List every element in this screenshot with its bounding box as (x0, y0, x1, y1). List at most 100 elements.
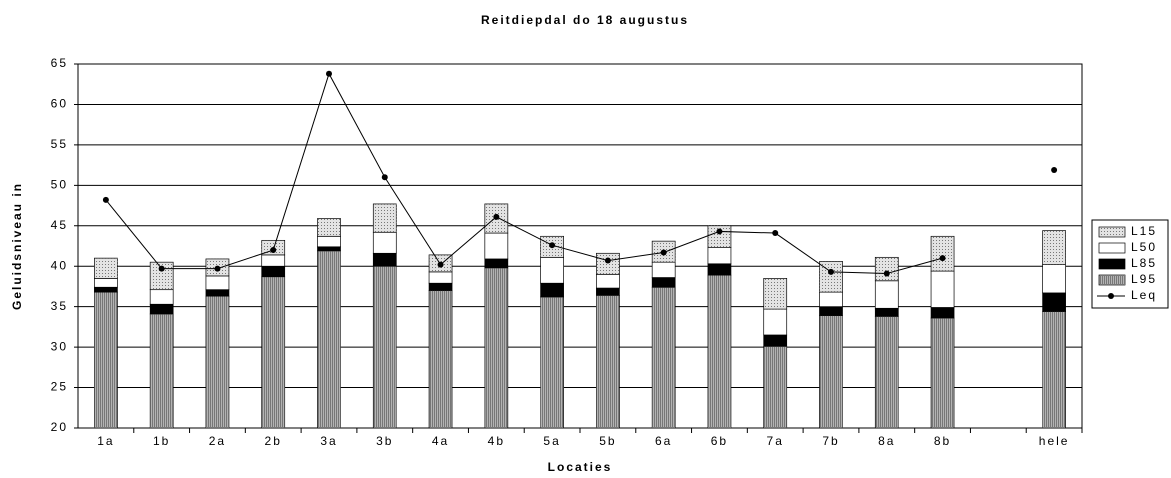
x-tick-label: 4b (488, 434, 505, 448)
bar-pattern (763, 278, 787, 310)
line-marker (549, 242, 556, 249)
bar-segment (874, 307, 899, 317)
bar-segment (930, 270, 955, 308)
x-tick-label: 4a (432, 434, 449, 448)
bar-pattern (1042, 311, 1066, 428)
bar-segment (205, 275, 230, 291)
bar-segment (317, 246, 341, 252)
bar-pattern (931, 236, 955, 272)
bar-segment (372, 252, 397, 267)
line-marker (214, 265, 221, 272)
x-tick-label: 6b (711, 434, 728, 448)
bar-pattern (261, 276, 285, 428)
line-marker (381, 174, 388, 181)
x-tick-label: 3b (376, 434, 393, 448)
legend-swatch (1098, 242, 1126, 254)
bar-segment (874, 280, 899, 309)
bar-segment (651, 277, 676, 288)
bar-segment (149, 303, 174, 315)
bar-pattern (707, 275, 731, 428)
bar-pattern (540, 296, 564, 428)
line-marker (493, 213, 500, 220)
bar-pattern (484, 267, 508, 428)
bar-segment (94, 278, 118, 288)
y-tick-label: 45 (51, 218, 68, 232)
bar-pattern (875, 257, 899, 281)
x-tick-label: 1a (97, 434, 114, 448)
bar-segment (372, 231, 397, 254)
bar-pattern (150, 313, 174, 428)
bar-segment (763, 334, 788, 347)
line-marker (772, 230, 779, 237)
x-tick-label: 7b (822, 434, 839, 448)
bar-segment (205, 289, 230, 297)
line-marker (604, 257, 611, 264)
x-tick-label: 1b (153, 434, 170, 448)
bar-segment (94, 286, 118, 293)
bar-pattern (763, 346, 787, 428)
legend-label: L15 (1131, 224, 1157, 238)
bar-pattern (373, 266, 397, 428)
line-marker (660, 249, 667, 256)
line-marker (102, 196, 109, 203)
bar-pattern (373, 203, 397, 233)
x-tick-label: 2a (209, 434, 226, 448)
line-marker (883, 270, 890, 277)
x-tick-label: 3a (320, 434, 337, 448)
line-marker (326, 70, 332, 77)
y-tick-label: 30 (51, 339, 68, 353)
bar-pattern (931, 317, 955, 428)
legend-label: Leq (1131, 288, 1157, 302)
y-tick-label: 55 (51, 137, 68, 151)
y-tick-label: 60 (51, 97, 68, 111)
y-tick-label: 65 (51, 56, 68, 70)
x-tick-label: 2b (265, 434, 282, 448)
line-marker (158, 265, 165, 272)
y-axis-label: Geluidsniveau in (10, 182, 24, 310)
bar-segment (819, 291, 843, 308)
legend-pattern (1099, 275, 1125, 285)
line-marker (437, 261, 444, 268)
bar-pattern (596, 295, 620, 428)
bar-segment (261, 265, 286, 278)
bar-segment (1042, 264, 1066, 294)
bar-segment (707, 263, 732, 276)
y-tick-label: 35 (51, 299, 68, 313)
bar-segment (930, 307, 955, 319)
bar-segment (317, 235, 341, 248)
bar-pattern (205, 296, 229, 428)
bar-segment (651, 261, 676, 278)
bar-segment (819, 306, 843, 316)
bar-pattern (317, 218, 341, 237)
bar-segment (540, 256, 564, 284)
x-tick-label: 5a (543, 434, 560, 448)
line-marker (939, 255, 946, 262)
bar-pattern (94, 258, 118, 279)
x-tick-label: 8a (878, 434, 895, 448)
x-axis-label: Locaties (548, 460, 613, 474)
x-tick-label: hele (1039, 434, 1070, 448)
legend-label: L85 (1131, 256, 1157, 270)
bar-segment (428, 271, 453, 284)
bar-segment (484, 258, 509, 269)
legend-label: L50 (1131, 240, 1157, 254)
bar-pattern (875, 316, 899, 428)
x-tick-label: 8b (934, 434, 951, 448)
line-marker (1051, 166, 1058, 173)
bar-segment (149, 289, 174, 305)
y-tick-label: 50 (51, 178, 68, 192)
y-tick-label: 25 (51, 380, 68, 394)
bar-segment (428, 282, 453, 291)
bar-segment (596, 287, 620, 296)
bar-segment (484, 232, 509, 260)
bar-pattern (1042, 230, 1066, 265)
line-marker (828, 268, 834, 275)
line-marker (716, 228, 723, 235)
x-tick-label: 7a (767, 434, 784, 448)
bar-pattern (819, 315, 843, 428)
bar-pattern (429, 290, 453, 428)
bar-segment (261, 254, 286, 267)
x-tick-label: 6a (655, 434, 672, 448)
x-tick-label: 5b (599, 434, 616, 448)
bar-segment (1042, 292, 1066, 312)
